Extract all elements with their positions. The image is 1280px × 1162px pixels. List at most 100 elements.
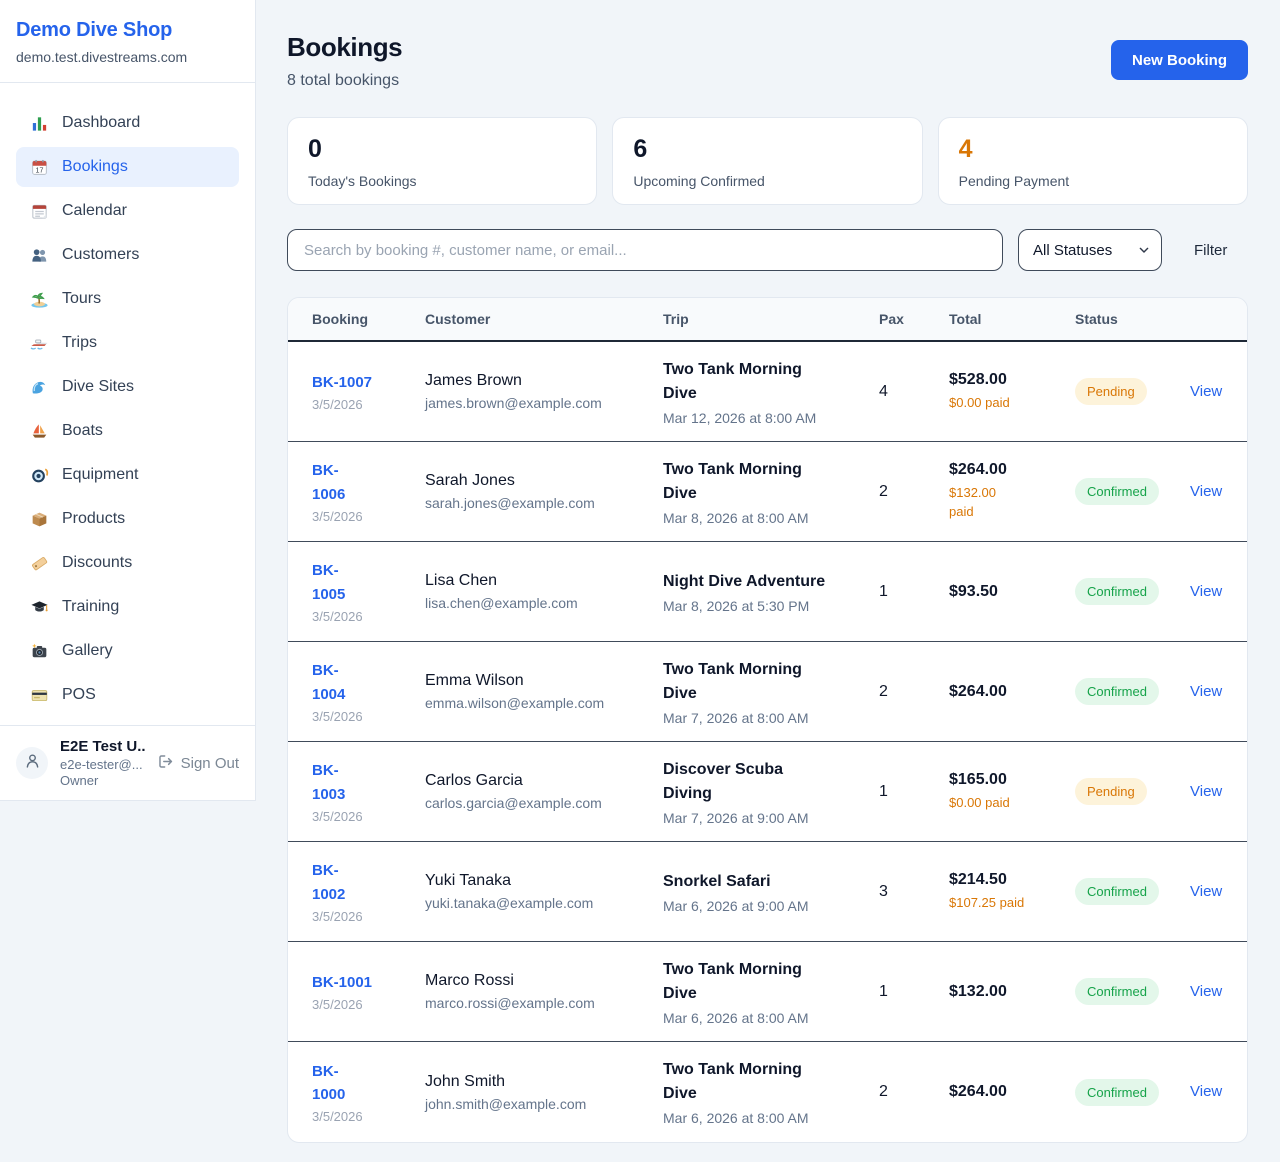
pax-cell: 1 <box>879 782 888 800</box>
actions-cell: View <box>1190 383 1223 401</box>
bookings-table: Booking Customer Trip Pax Total Status BK-100… <box>287 297 1248 1143</box>
tag-icon <box>30 554 49 573</box>
customer-email: john.smith@example.com <box>425 1095 587 1112</box>
status-filter-select[interactable]: All Statuses <box>1018 229 1162 271</box>
customer-name: Carlos Garcia <box>425 772 523 789</box>
calendar-date-icon: 17 <box>30 158 49 177</box>
total-amount: $528.00 <box>949 370 1007 388</box>
sidebar-item-trips[interactable]: Trips <box>16 323 239 363</box>
paid-amount: $0.00 paid <box>949 794 1010 810</box>
page-subtitle: 8 total bookings <box>287 72 400 89</box>
booking-date: 3/5/2026 <box>312 508 363 524</box>
actions-cell: View <box>1190 683 1223 701</box>
island-icon <box>30 290 49 309</box>
credit-card-icon <box>30 686 49 705</box>
customer-name: Emma Wilson <box>425 672 524 689</box>
dive-mask-icon <box>30 466 49 485</box>
status-badge: Confirmed <box>1075 1078 1159 1106</box>
trip-cell: Discover Scuba Diving Mar 7, 2026 at 9:00… <box>663 758 879 826</box>
user-info: E2E Test U... e2e-tester@... Owner <box>60 738 145 788</box>
trip-datetime: Mar 6, 2026 at 8:00 AM <box>663 1110 809 1126</box>
status-cell: Pending <box>1075 778 1190 805</box>
actions-cell: View <box>1190 783 1223 801</box>
column-header-status: Status <box>1075 311 1118 327</box>
person-icon <box>23 751 42 775</box>
booking-number-link[interactable]: BK- 1002 <box>312 862 346 903</box>
trip-datetime: Mar 6, 2026 at 9:00 AM <box>663 897 809 914</box>
customer-cell: Carlos Garcia carlos.garcia@example.com <box>425 772 663 811</box>
user-role: Owner <box>60 773 99 788</box>
booking-date: 3/5/2026 <box>312 808 363 824</box>
booking-number-link[interactable]: BK- 1005 <box>312 562 346 603</box>
booking-number-link[interactable]: BK- 1000 <box>312 1062 346 1103</box>
view-link[interactable]: View <box>1190 382 1223 400</box>
booking-number-link[interactable]: BK- 1006 <box>312 462 346 503</box>
sidebar-item-dashboard[interactable]: Dashboard <box>16 103 239 143</box>
sign-out-button[interactable]: Sign Out <box>157 753 239 774</box>
booking-number-link[interactable]: BK- 1003 <box>312 762 346 803</box>
sidebar-item-label: Boats <box>62 422 103 439</box>
view-link[interactable]: View <box>1190 582 1223 600</box>
sidebar-item-label: Customers <box>62 246 140 263</box>
actions-cell: View <box>1190 983 1223 1001</box>
sidebar-item-boats[interactable]: Boats <box>16 411 239 451</box>
view-link[interactable]: View <box>1190 882 1223 900</box>
sidebar-item-label: Dive Sites <box>62 378 135 395</box>
view-link[interactable]: View <box>1190 482 1223 500</box>
filter-row: All Statuses Filter <box>287 229 1248 271</box>
stat-label: Today's Bookings <box>308 173 417 189</box>
stat-value: 4 <box>958 135 973 163</box>
filter-button[interactable]: Filter <box>1194 241 1228 259</box>
sidebar-item-calendar[interactable]: Calendar <box>16 191 239 231</box>
sidebar-item-training[interactable]: Training <box>16 587 239 627</box>
stats-row: 0 Today's Bookings 6 Upcoming Confirmed 4 Pen… <box>287 117 1248 205</box>
table-row: BK- 1003 3/5/2026 Carlos Garcia carlos.garci… <box>288 742 1247 842</box>
booking-number-link[interactable]: BK- 1004 <box>312 662 346 703</box>
sidebar-item-discounts[interactable]: Discounts <box>16 543 239 583</box>
actions-cell: View <box>1190 1083 1223 1101</box>
booking-date: 3/5/2026 <box>312 997 363 1013</box>
sidebar-item-label: Calendar <box>62 202 127 219</box>
view-link[interactable]: View <box>1190 1083 1223 1100</box>
sailboat-icon <box>30 422 49 441</box>
new-booking-button[interactable]: New Booking <box>1110 40 1248 80</box>
sidebar-item-label: Discounts <box>62 554 133 571</box>
status-cell: Confirmed <box>1075 478 1190 505</box>
sidebar-item-products[interactable]: Products <box>16 499 239 539</box>
column-header-total: Total <box>949 311 982 327</box>
view-link[interactable]: View <box>1190 682 1223 700</box>
sidebar-item-label: Equipment <box>62 466 139 483</box>
booking-number-link[interactable]: BK-1001 <box>312 973 373 991</box>
shop-name[interactable]: Demo Dive Shop <box>16 19 173 41</box>
customer-name: Yuki Tanaka <box>425 872 511 889</box>
table-row: BK-1001 3/5/2026 Marco Rossi marco.rossi@ex… <box>288 942 1247 1042</box>
sidebar-item-tours[interactable]: Tours <box>16 279 239 319</box>
customer-email: yuki.tanaka@example.com <box>425 895 594 911</box>
stat-value: 0 <box>308 135 322 163</box>
sidebar-item-gallery[interactable]: Gallery <box>16 631 239 671</box>
status-badge: Confirmed <box>1075 878 1159 905</box>
sidebar-item-bookings[interactable]: 17 Bookings <box>16 147 239 187</box>
stat-card-pending-payment: 4 Pending Payment <box>937 117 1248 205</box>
table-row: BK- 1000 3/5/2026 John Smith john.smith@exam… <box>288 1042 1247 1142</box>
booking-number-link[interactable]: BK-1007 <box>312 373 373 391</box>
sidebar-item-equipment[interactable]: Equipment <box>16 455 239 495</box>
table-body: BK-1007 3/5/2026 James Brown james.brown@ex… <box>288 342 1247 1142</box>
table-row: BK- 1004 3/5/2026 Emma Wilson emma.wilson@ex… <box>288 642 1247 742</box>
customer-email: emma.wilson@example.com <box>425 695 605 711</box>
booking-cell: BK- 1004 3/5/2026 <box>312 659 425 724</box>
search-input[interactable] <box>287 229 1003 271</box>
stat-value: 6 <box>633 135 648 163</box>
sidebar-item-customers[interactable]: Customers <box>16 235 239 275</box>
customer-email: carlos.garcia@example.com <box>425 795 602 811</box>
camera-icon <box>30 642 49 661</box>
sidebar-item-dive-sites[interactable]: Dive Sites <box>16 367 239 407</box>
svg-text:17: 17 <box>36 166 44 174</box>
view-link[interactable]: View <box>1190 982 1223 1000</box>
view-link[interactable]: View <box>1190 782 1223 800</box>
total-amount: $264.00 <box>949 1083 1007 1100</box>
user-name: E2E Test U... <box>60 738 145 755</box>
speedboat-icon <box>30 334 49 353</box>
sidebar-header: Demo Dive Shop demo.test.divestreams.com <box>0 0 255 83</box>
sidebar-item-pos[interactable]: POS <box>16 675 239 715</box>
